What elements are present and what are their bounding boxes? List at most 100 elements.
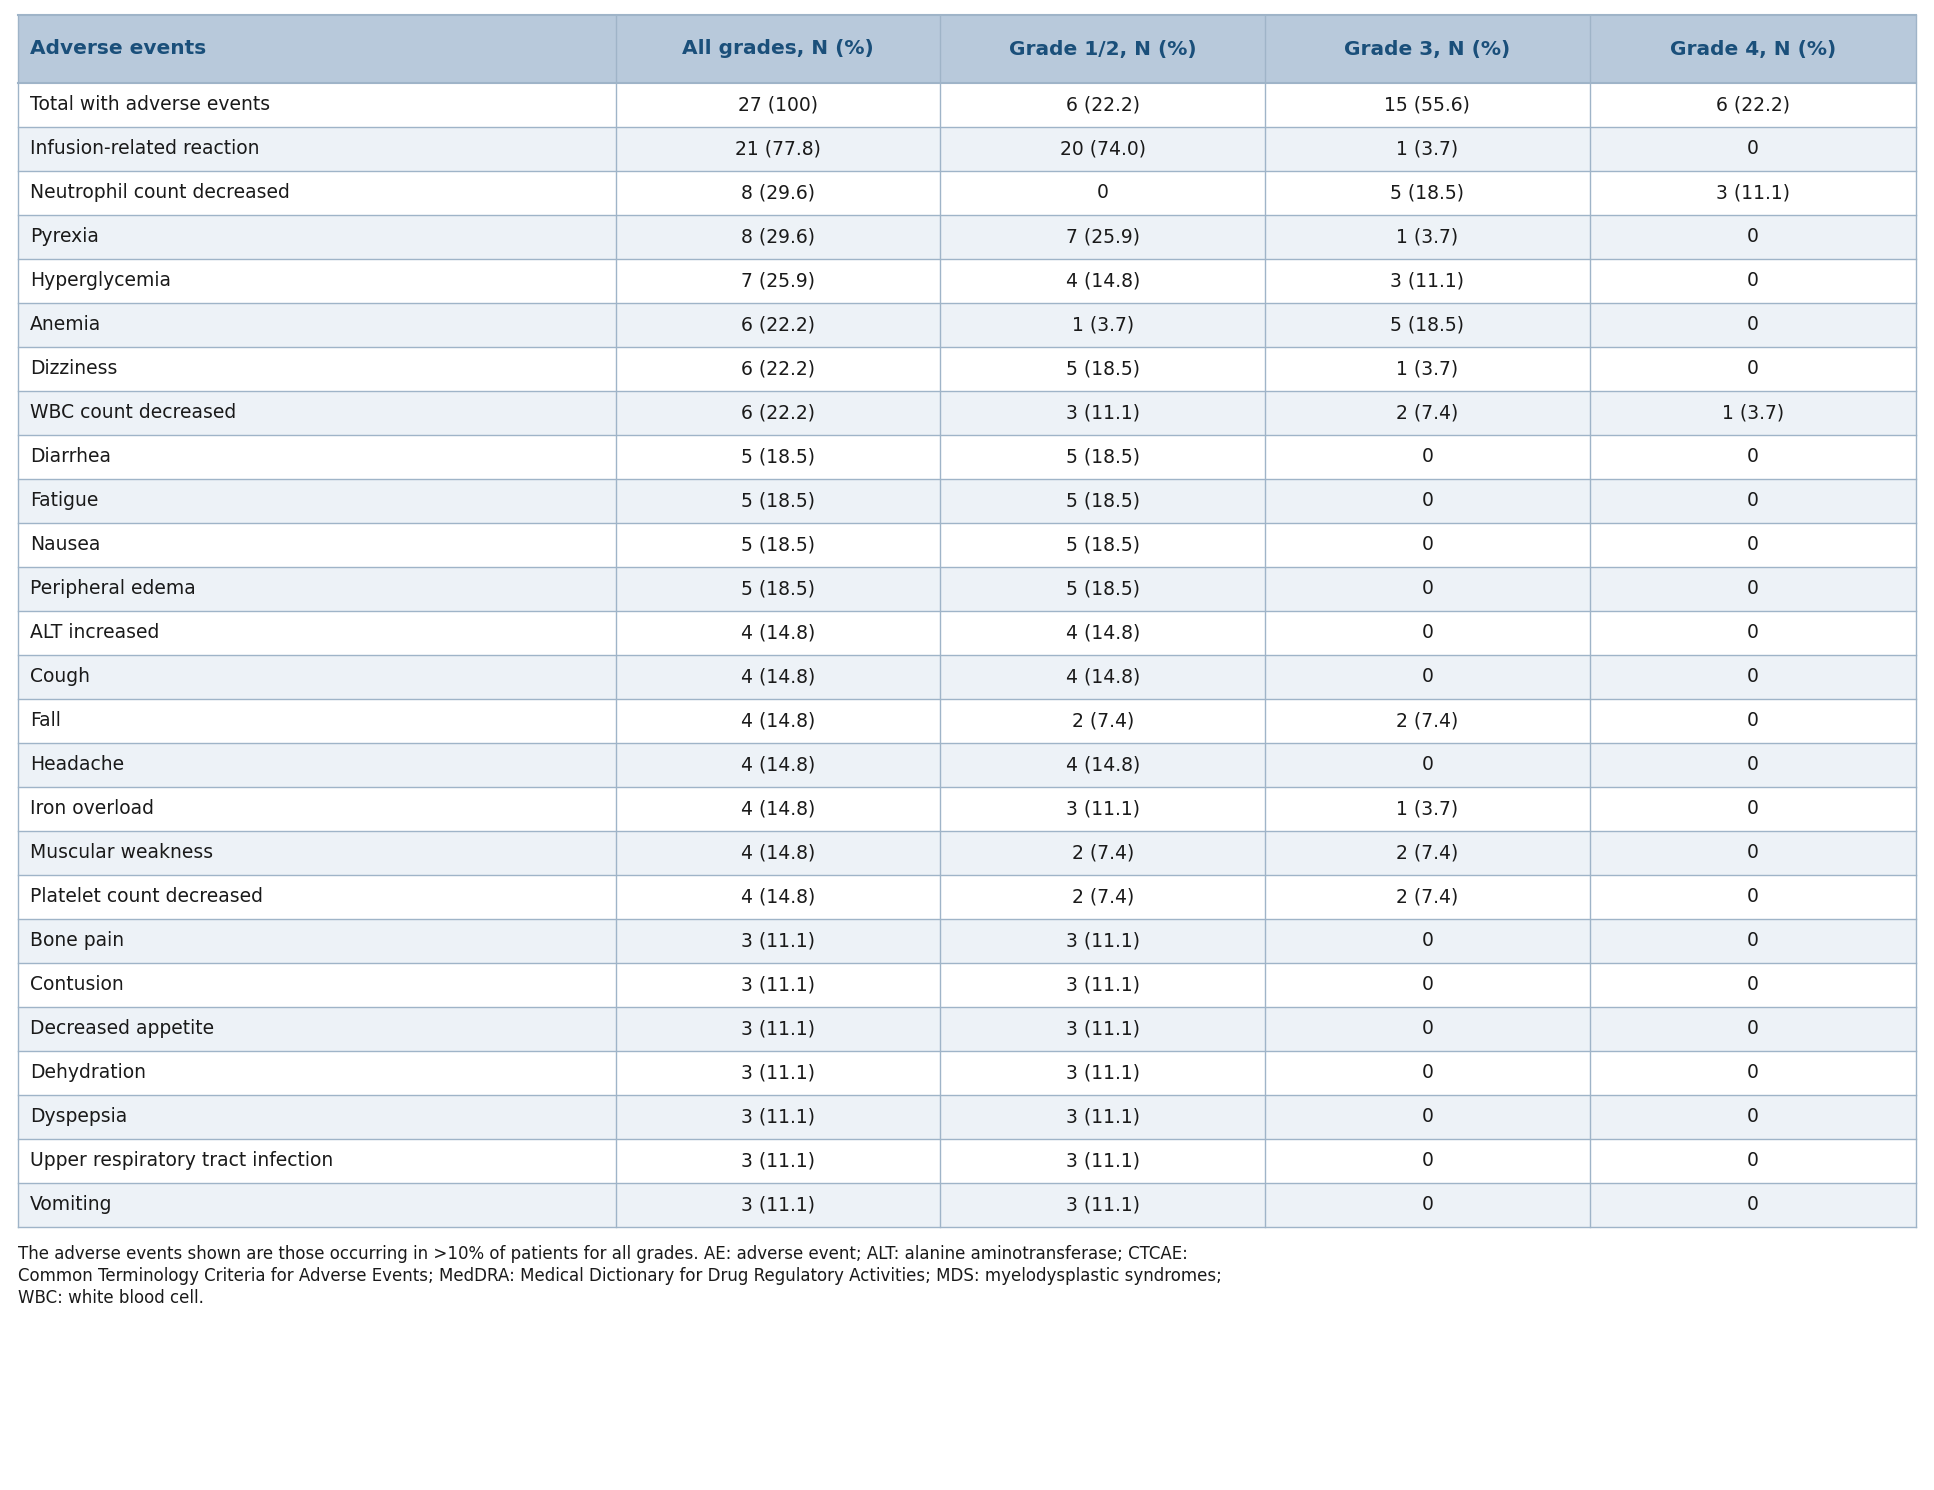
Text: 3 (11.1): 3 (11.1) xyxy=(741,1152,814,1171)
Bar xyxy=(615,83,940,127)
Text: 3 (11.1): 3 (11.1) xyxy=(741,1107,814,1126)
Text: 0: 0 xyxy=(1746,1195,1758,1214)
Bar xyxy=(940,435,1265,478)
Bar xyxy=(940,15,1265,83)
Bar xyxy=(615,171,940,215)
Text: 2 (7.4): 2 (7.4) xyxy=(1071,843,1133,863)
Text: Grade 3, N (%): Grade 3, N (%) xyxy=(1344,40,1510,58)
Text: 1 (3.7): 1 (3.7) xyxy=(1396,359,1458,378)
Text: 4 (14.8): 4 (14.8) xyxy=(741,888,816,906)
Bar xyxy=(940,83,1265,127)
Text: 0: 0 xyxy=(1097,183,1108,203)
Text: 5 (18.5): 5 (18.5) xyxy=(1391,183,1464,203)
Bar xyxy=(615,787,940,831)
Text: 0: 0 xyxy=(1746,1019,1758,1039)
Bar xyxy=(17,787,615,831)
Bar xyxy=(1265,127,1590,171)
Text: WBC: white blood cell.: WBC: white blood cell. xyxy=(17,1289,203,1307)
Text: 0: 0 xyxy=(1746,1064,1758,1083)
Bar xyxy=(615,744,940,787)
Text: 0: 0 xyxy=(1421,668,1433,687)
Bar xyxy=(17,15,615,83)
Text: Upper respiratory tract infection: Upper respiratory tract infection xyxy=(31,1152,333,1171)
Text: 0: 0 xyxy=(1746,800,1758,818)
Text: 0: 0 xyxy=(1746,447,1758,466)
Bar xyxy=(940,787,1265,831)
Bar xyxy=(1590,875,1917,919)
Text: 4 (14.8): 4 (14.8) xyxy=(1066,755,1139,775)
Bar xyxy=(1265,1007,1590,1050)
Text: 0: 0 xyxy=(1746,1107,1758,1126)
Text: 0: 0 xyxy=(1421,1019,1433,1039)
Text: 5 (18.5): 5 (18.5) xyxy=(1066,359,1139,378)
Bar xyxy=(615,302,940,347)
Text: 0: 0 xyxy=(1746,228,1758,246)
Text: 4 (14.8): 4 (14.8) xyxy=(741,800,816,818)
Bar xyxy=(1590,1095,1917,1138)
Text: Vomiting: Vomiting xyxy=(31,1195,112,1214)
Text: 21 (77.8): 21 (77.8) xyxy=(735,140,822,158)
Bar xyxy=(1265,171,1590,215)
Bar xyxy=(615,699,940,744)
Bar xyxy=(1265,787,1590,831)
Text: 5 (18.5): 5 (18.5) xyxy=(741,580,814,599)
Text: 0: 0 xyxy=(1746,580,1758,599)
Bar xyxy=(940,875,1265,919)
Bar xyxy=(1265,831,1590,875)
Bar xyxy=(940,1095,1265,1138)
Bar xyxy=(615,435,940,478)
Bar xyxy=(940,478,1265,523)
Text: 0: 0 xyxy=(1421,1064,1433,1083)
Bar xyxy=(940,127,1265,171)
Bar xyxy=(940,611,1265,656)
Text: 0: 0 xyxy=(1746,492,1758,511)
Bar xyxy=(615,1183,940,1226)
Bar xyxy=(17,171,615,215)
Bar xyxy=(17,656,615,699)
Bar xyxy=(1590,15,1917,83)
Bar xyxy=(1590,215,1917,259)
Bar xyxy=(615,656,940,699)
Text: 4 (14.8): 4 (14.8) xyxy=(741,755,816,775)
Text: 3 (11.1): 3 (11.1) xyxy=(1066,1195,1139,1214)
Text: 1 (3.7): 1 (3.7) xyxy=(1396,800,1458,818)
Bar xyxy=(1590,523,1917,568)
Bar xyxy=(17,1007,615,1050)
Text: 0: 0 xyxy=(1421,1152,1433,1171)
Bar xyxy=(1590,787,1917,831)
Bar xyxy=(17,919,615,963)
Text: 20 (74.0): 20 (74.0) xyxy=(1060,140,1145,158)
Bar xyxy=(17,831,615,875)
Bar xyxy=(615,831,940,875)
Text: 0: 0 xyxy=(1746,931,1758,951)
Text: 5 (18.5): 5 (18.5) xyxy=(1066,447,1139,466)
Bar xyxy=(1265,1050,1590,1095)
Bar xyxy=(1590,611,1917,656)
Bar xyxy=(17,744,615,787)
Bar xyxy=(615,523,940,568)
Bar xyxy=(17,435,615,478)
Text: Muscular weakness: Muscular weakness xyxy=(31,843,213,863)
Bar xyxy=(940,347,1265,390)
Text: 7 (25.9): 7 (25.9) xyxy=(741,271,814,291)
Bar xyxy=(940,1007,1265,1050)
Text: 3 (11.1): 3 (11.1) xyxy=(1066,1152,1139,1171)
Bar xyxy=(615,15,940,83)
Text: 1 (3.7): 1 (3.7) xyxy=(1396,140,1458,158)
Text: 1 (3.7): 1 (3.7) xyxy=(1396,228,1458,246)
Text: 0: 0 xyxy=(1746,976,1758,994)
Text: 1 (3.7): 1 (3.7) xyxy=(1071,316,1133,334)
Text: 6 (22.2): 6 (22.2) xyxy=(741,404,814,423)
Text: 3 (11.1): 3 (11.1) xyxy=(1391,271,1464,291)
Bar xyxy=(940,656,1265,699)
Text: 0: 0 xyxy=(1421,623,1433,642)
Text: 3 (11.1): 3 (11.1) xyxy=(1066,1107,1139,1126)
Bar xyxy=(17,478,615,523)
Text: All grades, N (%): All grades, N (%) xyxy=(683,40,874,58)
Text: Fatigue: Fatigue xyxy=(31,492,99,511)
Text: 0: 0 xyxy=(1421,755,1433,775)
Text: 3 (11.1): 3 (11.1) xyxy=(1066,404,1139,423)
Bar xyxy=(17,83,615,127)
Text: 2 (7.4): 2 (7.4) xyxy=(1396,888,1458,906)
Text: Bone pain: Bone pain xyxy=(31,931,124,951)
